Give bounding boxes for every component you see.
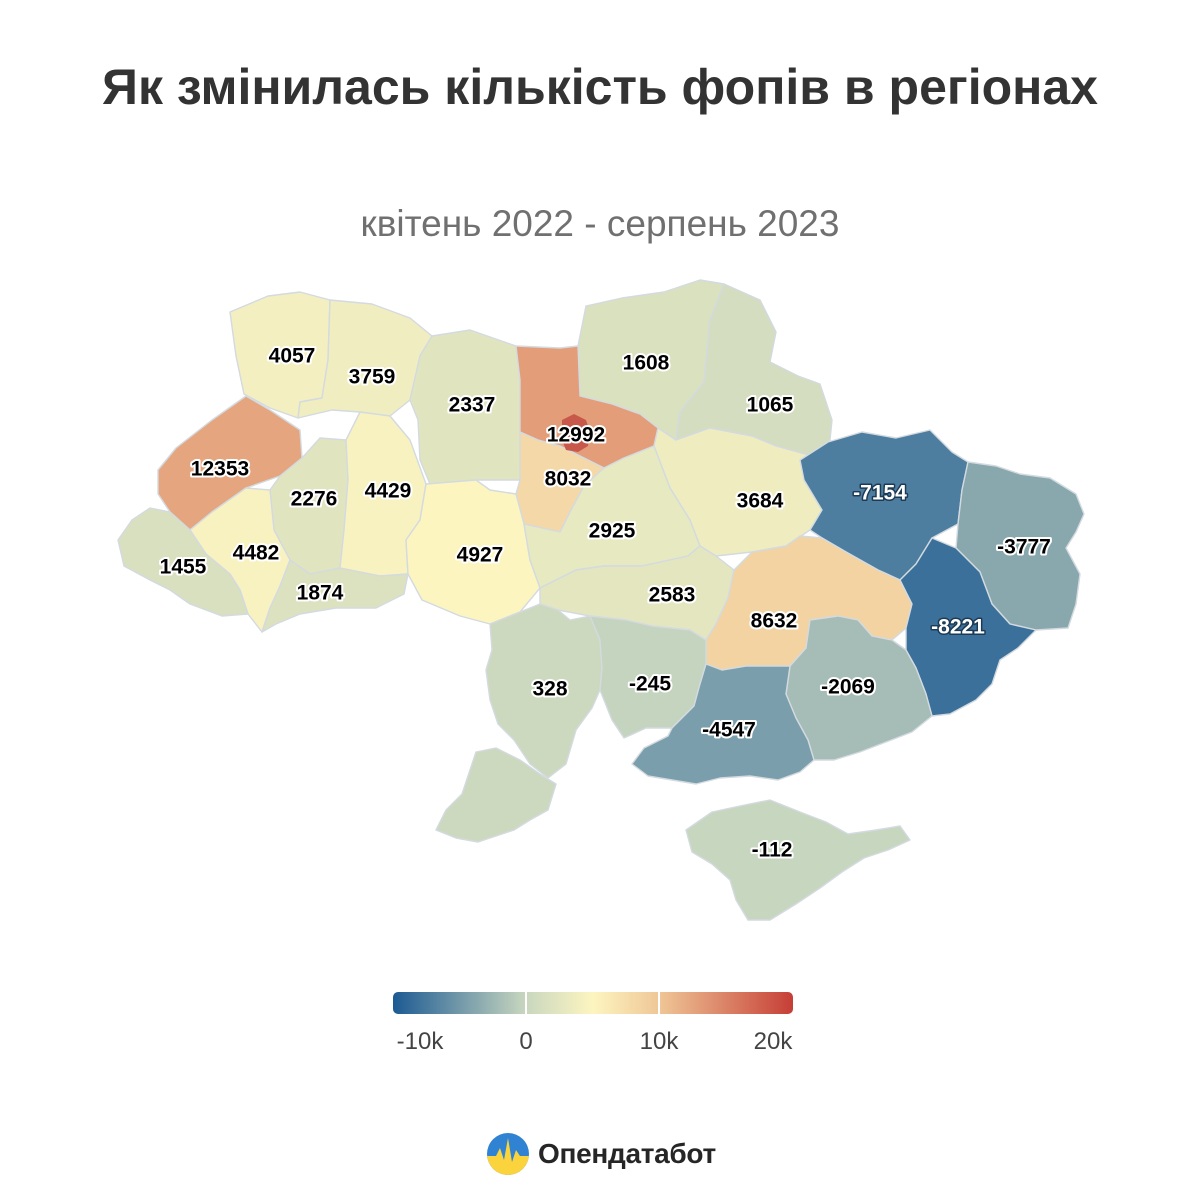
region-value-label: -112 xyxy=(752,839,793,862)
region-shape xyxy=(485,603,603,779)
region-shape xyxy=(631,663,815,785)
legend-label-min: -10k xyxy=(396,1028,444,1055)
region-value-label: 1608 xyxy=(623,352,670,375)
region-value-label: 1874 xyxy=(297,582,344,605)
region-value-label: 4057 xyxy=(269,345,316,368)
region-value-label: -3777 xyxy=(997,536,1051,559)
legend-label-max: 20k xyxy=(753,1028,793,1055)
page-subtitle: квітень 2022 - серпень 2023 xyxy=(360,203,840,244)
region-value-label: 1065 xyxy=(747,394,794,417)
region-value-label: 12992 xyxy=(547,424,605,447)
region-value-label: 2337 xyxy=(449,394,496,417)
region-value-label: -8221 xyxy=(931,616,985,639)
opendatabot-logo-icon xyxy=(487,1133,529,1175)
region-value-label: 2276 xyxy=(291,488,338,511)
region-shape xyxy=(117,507,249,617)
legend-label-zero: 0 xyxy=(519,1028,533,1055)
region-value-label: -4547 xyxy=(702,719,756,742)
region-value-label: 8032 xyxy=(545,468,592,491)
region-value-label: 1455 xyxy=(160,556,207,579)
region-shape xyxy=(685,799,911,921)
region-value-label: -2069 xyxy=(821,676,875,699)
region-value-label: 8632 xyxy=(751,610,798,633)
ukraine-map: 4057 3759 2337 1608 1065 12992 12353 2276 4429 80… xyxy=(117,279,1085,921)
legend-label-10k: 10k xyxy=(639,1028,679,1055)
region-value-label: 328 xyxy=(532,678,567,701)
region-value-label: 2925 xyxy=(589,520,636,543)
region-value-label: 12353 xyxy=(191,458,249,481)
brand: Опендатабот xyxy=(486,1130,726,1178)
page-title: Як змінилась кількість фопів в регіонах xyxy=(102,59,1098,115)
brand-name: Опендатабот xyxy=(538,1138,716,1169)
legend-color-bar xyxy=(393,992,793,1014)
region-shape xyxy=(261,559,409,633)
kyiv-city-shape xyxy=(562,414,590,452)
region-value-label: 4429 xyxy=(365,480,412,503)
region-value-label: 4927 xyxy=(457,544,504,567)
region-value-label: 2583 xyxy=(649,584,696,607)
region-value-label: 4482 xyxy=(233,542,280,565)
legend-tick xyxy=(525,992,527,1014)
color-legend: -10k 0 10k 20k xyxy=(393,992,795,1058)
region-value-label: 3759 xyxy=(349,366,396,389)
region-value-label: -245 xyxy=(629,673,671,696)
region-shape xyxy=(435,747,557,843)
region-value-label: 3684 xyxy=(737,490,784,513)
legend-tick xyxy=(658,992,660,1014)
region-value-label: -7154 xyxy=(853,482,907,505)
